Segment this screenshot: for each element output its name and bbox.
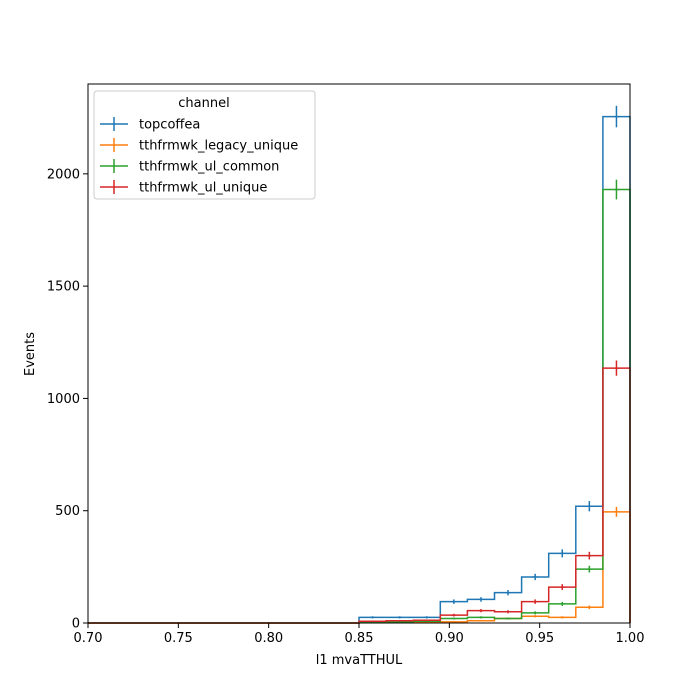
legend-entry: tthfrmwk_ul_unique — [100, 180, 267, 196]
x-tick-label: 0.70 — [74, 631, 103, 646]
y-tick-label: 0 — [72, 617, 80, 632]
x-axis-title: l1 mvaTTHUL — [316, 653, 403, 668]
legend-title: channel — [178, 96, 229, 111]
x-tick-label: 0.90 — [435, 631, 464, 646]
x-tick-label: 0.95 — [525, 631, 554, 646]
y-tick-label: 500 — [55, 504, 80, 519]
legend-entry: tthfrmwk_legacy_unique — [100, 138, 298, 154]
y-axis: 0 500 1000 1500 2000 — [47, 167, 88, 632]
legend-label: tthfrmwk_legacy_unique — [139, 139, 298, 154]
x-tick-label: 1.00 — [616, 631, 645, 646]
y-tick-label: 1000 — [47, 392, 80, 407]
x-tick-label: 0.80 — [254, 631, 283, 646]
y-tick-label: 1500 — [47, 280, 80, 295]
x-axis: 0.70 0.75 0.80 0.85 0.90 0.95 1.00 — [74, 623, 645, 646]
y-axis-title: Events — [23, 332, 38, 376]
legend-box — [93, 90, 316, 200]
x-tick-label: 0.85 — [345, 631, 374, 646]
y-tick-label: 2000 — [47, 167, 80, 182]
legend-entry: topcoffea — [100, 117, 200, 133]
legend-label: topcoffea — [139, 118, 200, 133]
legend-entry: tthfrmwk_ul_common — [100, 159, 279, 175]
legend-label: tthfrmwk_ul_common — [139, 160, 279, 175]
x-tick-label: 0.75 — [164, 631, 193, 646]
legend-label: tthfrmwk_ul_unique — [139, 181, 267, 196]
legend: channel topcoffea tthfrmwk_legacy_uniquet… — [93, 90, 316, 200]
